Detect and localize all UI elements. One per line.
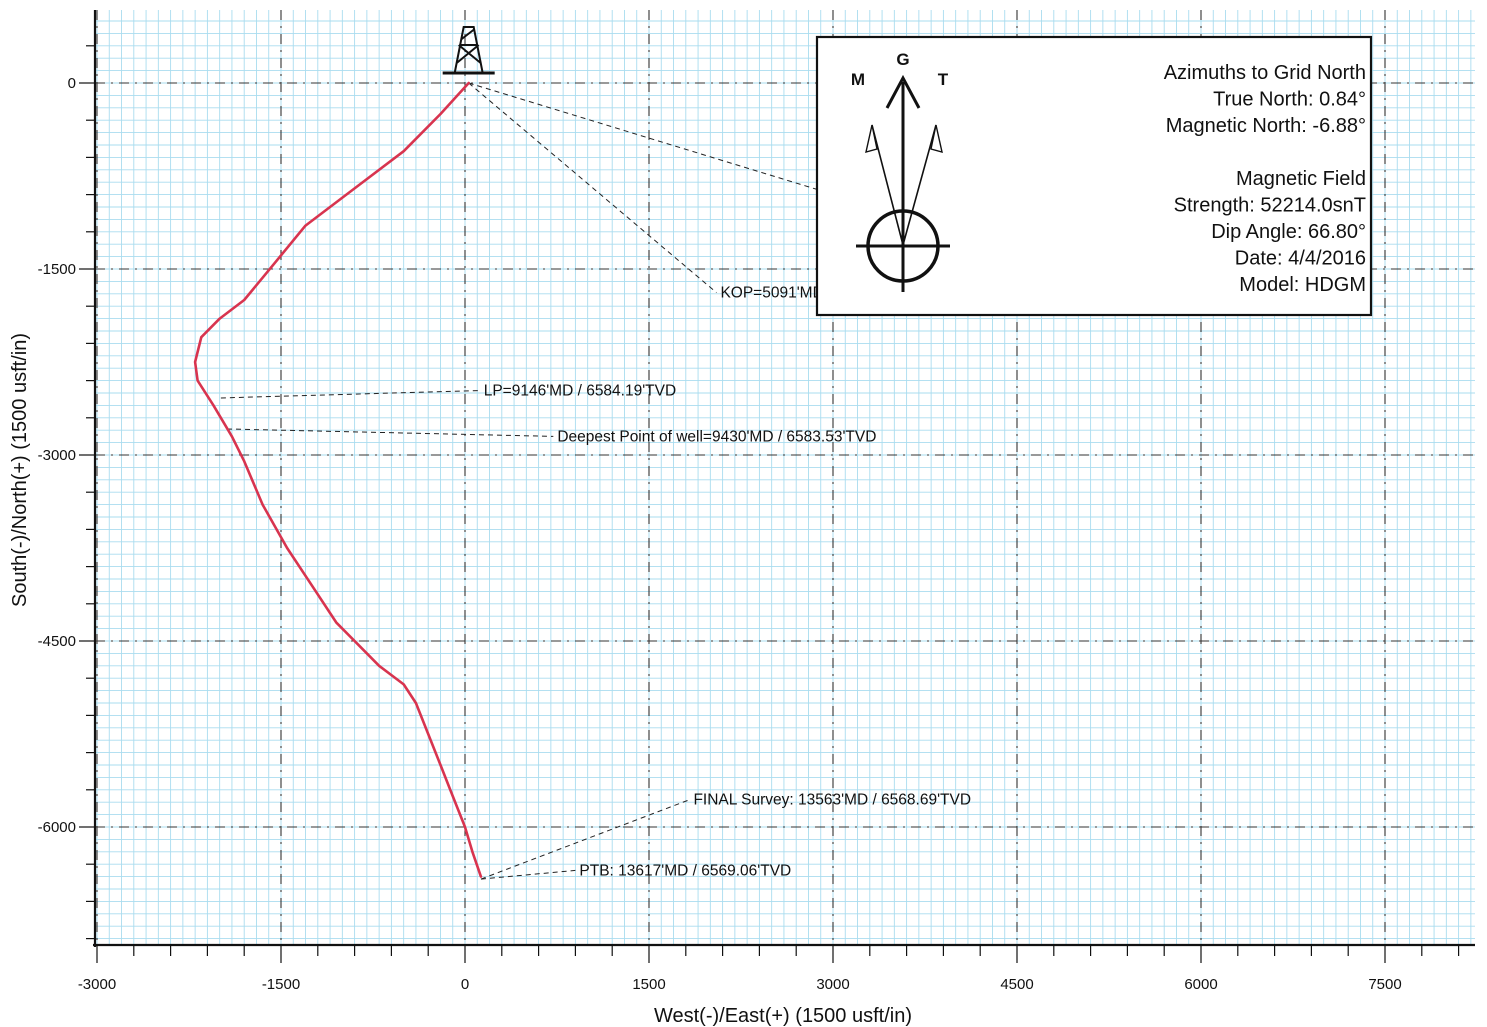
x-axis-title: West(-)/East(+) (1500 usft/in) [654,1005,912,1027]
legend-text: Azimuths to Grid North True North: 0.84° M… [1164,62,1366,296]
legend-line: Model: HDGM [1239,274,1366,296]
x-tick-label: -3000 [78,976,116,993]
x-tick-label: 6000 [1184,976,1217,993]
legend-line: Dip Angle: 66.80° [1211,221,1366,243]
annotation-label: Deepest Point of well=9430'MD / 6583.53'… [557,428,876,445]
y-tick-label: -4500 [38,633,76,650]
annotation-leader [480,869,576,880]
y-tick-label: -3000 [38,447,76,464]
x-tick-label: 4500 [1000,976,1033,993]
x-tick-label: 0 [461,976,469,993]
grid-north-label: G [896,50,909,69]
axes [93,10,1475,947]
y-tick-label: -1500 [38,261,76,278]
legend-line: Date: 4/4/2016 [1235,248,1366,270]
legend-line: Magnetic North: -6.88° [1166,115,1366,137]
trajectory-line [193,81,483,878]
x-tick-label: 7500 [1368,976,1401,993]
annotation-leader [480,799,690,880]
x-tick-label: 1500 [632,976,665,993]
major-grid [95,10,1475,945]
annotation-leader [220,390,480,399]
legend-line: Magnetic Field [1236,168,1366,190]
north-arrow-icon [856,74,950,292]
annotation-label: LP=9146'MD / 6584.19'TVD [484,383,676,400]
x-tick-label: -1500 [262,976,300,993]
legend-line: Azimuths to Grid North [1164,62,1366,84]
legend-box: G M T Azimuths to Grid North True North: … [815,35,1373,317]
y-axis-title: South(-)/North(+) (1500 usft/in) [9,333,31,607]
y-axis-ticks: 0 -1500 -3000 -4500 -6000 [38,45,95,940]
x-tick-label: 3000 [816,976,849,993]
magnetic-north-label: M [851,70,865,89]
legend-line: Strength: 52214.0snT [1174,195,1366,217]
annotation-leader [227,428,554,437]
annotation-leader [468,82,717,293]
true-north-label: T [938,70,949,89]
rig-icon [442,26,495,75]
annotation-label: PTB: 13617'MD / 6569.06'TVD [579,862,791,879]
rig-derrick [453,26,484,74]
trajectory-series [193,81,483,878]
legend-line: True North: 0.84° [1213,89,1366,111]
x-axis-ticks: -3000 -1500 0 1500 3000 4500 6000 7500 [78,945,1460,993]
y-tick-label: -6000 [38,819,76,836]
annotation-label: FINAL Survey: 13563'MD / 6568.69'TVD [693,792,971,809]
y-tick-label: 0 [68,75,76,92]
legend-border [815,35,1373,317]
